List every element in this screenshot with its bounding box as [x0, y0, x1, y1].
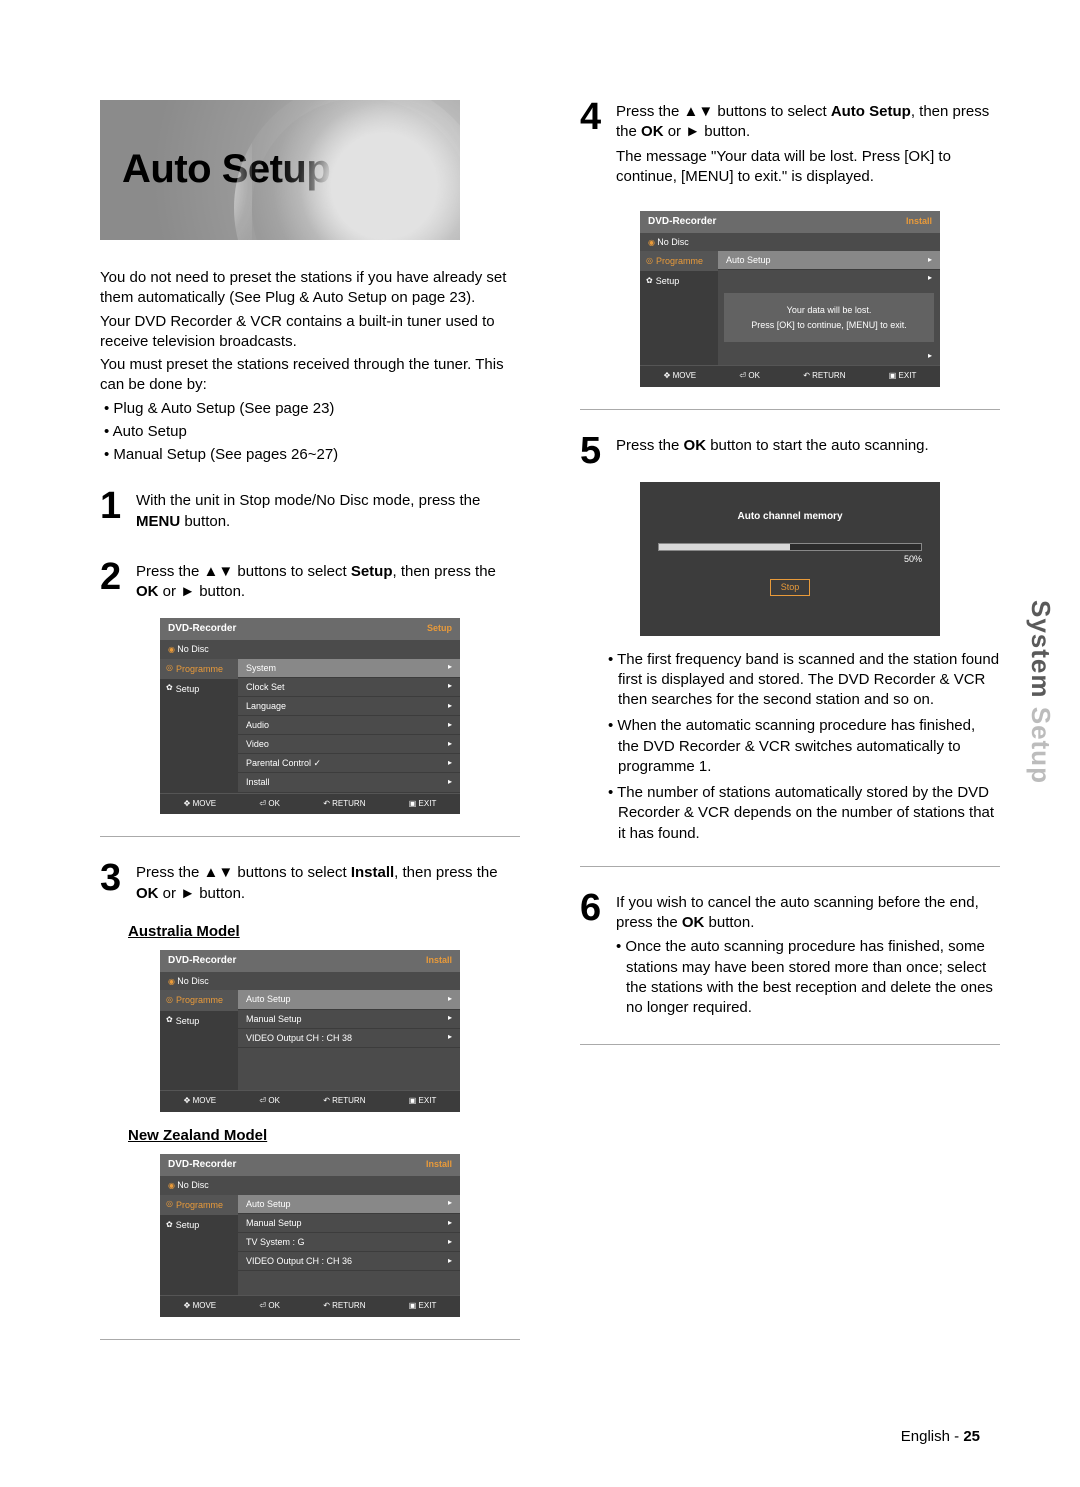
- step-4-msg: The message "Your data will be lost. Pre…: [616, 147, 1000, 188]
- play-icon: ►: [180, 583, 195, 600]
- step-4-text: Press the ▲▼ buttons to select Auto Setu…: [616, 102, 1000, 143]
- intro-b3: • Manual Setup (See pages 26~27): [104, 445, 520, 465]
- progress-bar: [658, 543, 922, 551]
- hero-panel: Auto Setup: [100, 100, 460, 240]
- intro-p1: You do not need to preset the stations i…: [100, 268, 520, 309]
- intro-b2: • Auto Setup: [104, 422, 520, 442]
- updown-icon: ▲▼: [204, 864, 234, 881]
- step-num-4: 4: [580, 100, 608, 191]
- progress-pct: 50%: [658, 553, 922, 565]
- updown-icon: ▲▼: [684, 103, 714, 120]
- step-1-text: With the unit in Stop mode/No Disc mode,…: [136, 491, 520, 532]
- step-5-text: Press the OK button to start the auto sc…: [616, 436, 929, 456]
- step-3: 3 Press the ▲▼ buttons to select Install…: [100, 861, 520, 908]
- australia-model-label: Australia Model: [128, 922, 520, 942]
- hero-title: Auto Setup: [122, 142, 330, 196]
- ui-screenshot-autosetup-confirm: DVD-RecorderInstall No Disc Programme Se…: [640, 211, 940, 387]
- ui-screenshot-newzealand: DVD-RecorderInstall No Disc Programme Se…: [160, 1154, 460, 1316]
- intro-b1: • Plug & Auto Setup (See page 23): [104, 399, 520, 419]
- step-2-text: Press the ▲▼ buttons to select Setup, th…: [136, 562, 520, 603]
- step-num-5: 5: [580, 434, 608, 468]
- step-1: 1 With the unit in Stop mode/No Disc mod…: [100, 489, 520, 536]
- page-footer: English - 25: [901, 1427, 980, 1447]
- play-icon: ►: [180, 885, 195, 902]
- step-6-text: If you wish to cancel the auto scanning …: [616, 893, 1000, 934]
- step-3-text: Press the ▲▼ buttons to select Install, …: [136, 863, 520, 904]
- newzealand-model-label: New Zealand Model: [128, 1126, 520, 1146]
- step-6-bullet: • Once the auto scanning procedure has f…: [616, 937, 1000, 1018]
- step-num-1: 1: [100, 489, 128, 536]
- intro-block: You do not need to preset the stations i…: [100, 268, 520, 465]
- play-icon: ►: [685, 123, 700, 140]
- updown-icon: ▲▼: [204, 563, 234, 580]
- intro-p3: You must preset the stations received th…: [100, 355, 520, 396]
- step-num-3: 3: [100, 861, 128, 908]
- intro-p2: Your DVD Recorder & VCR contains a built…: [100, 312, 520, 353]
- step-2: 2 Press the ▲▼ buttons to select Setup, …: [100, 560, 520, 607]
- progress-title: Auto channel memory: [658, 510, 922, 524]
- step-4: 4 Press the ▲▼ buttons to select Auto Se…: [580, 100, 1000, 191]
- stop-button[interactable]: Stop: [770, 579, 811, 595]
- ui-screenshot-progress: Auto channel memory 50% Stop: [640, 482, 940, 636]
- ui-screenshot-australia: DVD-RecorderInstall No Disc Programme Se…: [160, 950, 460, 1112]
- side-tab: System Setup: [1023, 600, 1058, 784]
- step-6: 6 If you wish to cancel the auto scannin…: [580, 891, 1000, 1023]
- step-5: 5 Press the OK button to start the auto …: [580, 434, 1000, 468]
- step-num-2: 2: [100, 560, 128, 607]
- confirm-message: Your data will be lost. Press [OK] to co…: [724, 293, 934, 342]
- step-num-6: 6: [580, 891, 608, 1023]
- step-5-bullets: • The first frequency band is scanned an…: [608, 650, 1000, 844]
- ui-screenshot-setup: DVD-RecorderSetup No Disc Programme Setu…: [160, 618, 460, 814]
